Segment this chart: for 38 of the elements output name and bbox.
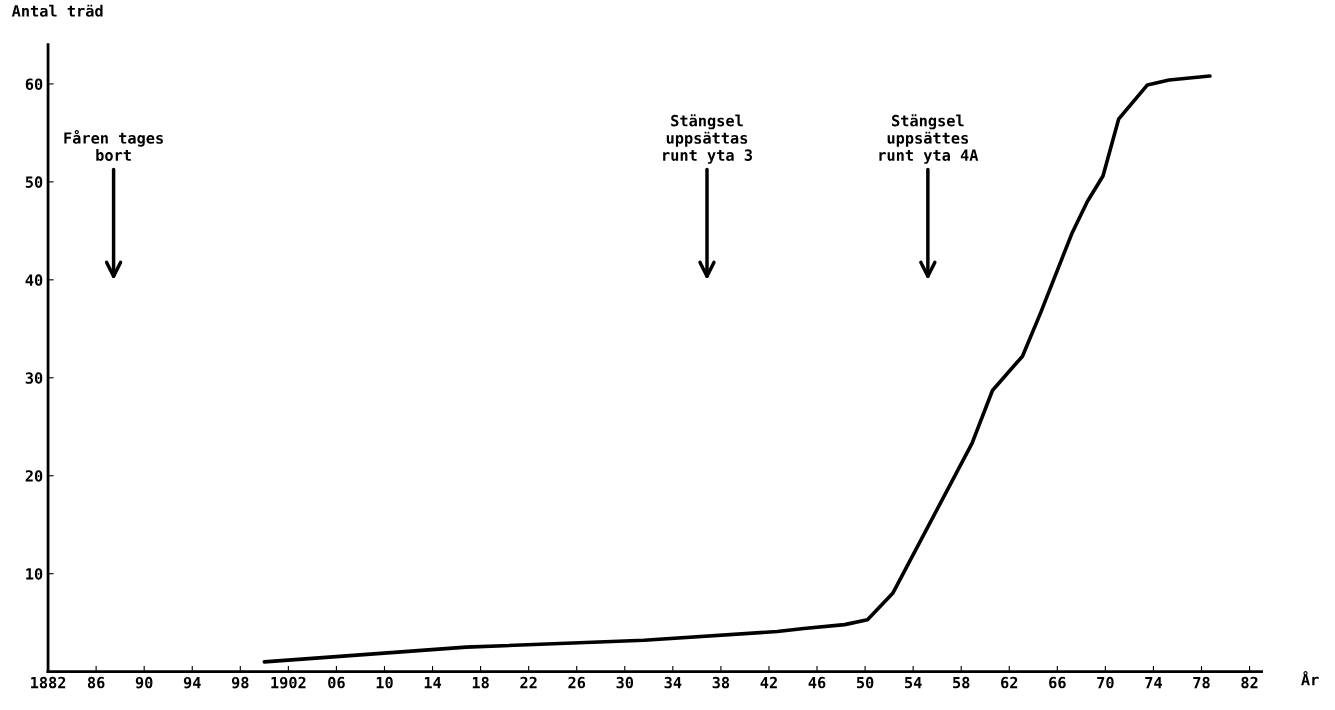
x-axis-title: År [1301,671,1319,686]
x-tick-label: 42 [760,676,777,689]
x-tick-label: 1902 [271,676,306,689]
y-tick-label: 10 [26,568,43,580]
x-tick-label: 22 [520,676,537,689]
x-tick-label: 58 [953,676,970,689]
x-tick-label: 66 [1049,676,1066,689]
y-tick-label: 20 [25,470,43,482]
annotation: Fåren tages bort [64,129,163,161]
x-tick-label: 34 [664,676,682,689]
annotation: Stängsel uppsättes runt yta 4A [879,114,979,164]
x-tick-label: 50 [856,676,874,689]
x-tick-label: 38 [712,676,730,689]
x-tick-label: 1882 [31,676,66,689]
x-tick-label: 10 [376,676,393,689]
x-tick-label: 14 [424,676,442,689]
x-tick-label: 98 [231,676,249,689]
x-tick-label: 06 [328,676,345,689]
x-tick-label: 62 [1001,676,1018,689]
x-tick-label: 74 [1145,676,1162,689]
x-tick-label: 90 [135,676,153,689]
x-tick-label: 26 [568,676,586,689]
x-tick-label: 78 [1193,676,1210,689]
y-tick-label: 30 [25,372,43,384]
x-tick-label: 82 [1241,676,1258,689]
y-tick-label: 60 [25,78,43,90]
x-tick-label: 18 [472,676,489,689]
x-tick-label: 70 [1097,676,1114,689]
x-tick-label: 46 [808,676,826,689]
y-tick-label: 50 [25,176,43,188]
y-axis-title: Antal träd [11,4,103,17]
x-tick-label: 54 [905,676,922,689]
annotation: Stängsel uppsättas runt yta 3 [663,114,752,164]
x-tick-label: 30 [616,676,634,689]
y-tick-label: 40 [25,274,43,286]
x-tick-label: 94 [183,676,201,689]
x-tick-label: 86 [87,676,105,689]
line-series [262,74,1212,664]
